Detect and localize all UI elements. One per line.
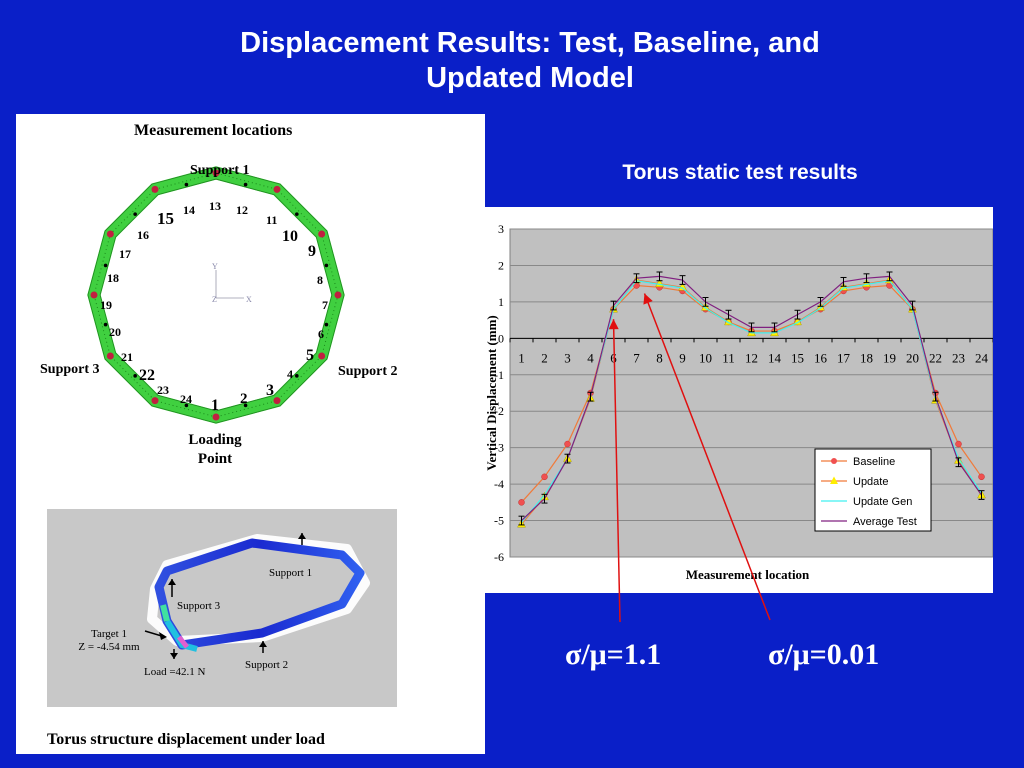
x-tick-label: 17 <box>837 350 851 365</box>
location-label-9: 9 <box>308 243 316 260</box>
location-label-4: 4 <box>287 367 293 381</box>
title-line-1: Displacement Results: Test, Baseline, an… <box>240 27 820 59</box>
chart-title: Torus static test results <box>622 161 858 184</box>
x-tick-label: 6 <box>610 350 617 365</box>
y-tick-label: -6 <box>494 550 504 564</box>
legend-label: Update Gen <box>853 496 912 508</box>
load-label: Load =42.1 N <box>144 666 206 678</box>
title-line-2: Updated Model <box>426 62 634 94</box>
x-tick-label: 3 <box>564 350 571 365</box>
y-tick-label: -3 <box>494 441 504 455</box>
support-2-label: Support 2 <box>338 364 398 379</box>
legend-marker <box>831 458 837 464</box>
x-tick-label: 20 <box>906 350 919 365</box>
location-label-17: 17 <box>119 247 131 261</box>
legend-label: Average Test <box>853 516 917 528</box>
location-label-13: 13 <box>209 199 221 213</box>
x-tick-label: 8 <box>656 350 663 365</box>
location-label-8: 8 <box>317 273 323 287</box>
legend-label: Update <box>853 476 888 488</box>
x-tick-label: 12 <box>745 350 758 365</box>
x-tick-label: 15 <box>791 350 804 365</box>
x-tick-label: 10 <box>699 350 712 365</box>
y-tick-label: -2 <box>494 404 504 418</box>
location-label-21: 21 <box>121 350 133 364</box>
baseline-point <box>564 440 571 448</box>
location-label-11: 11 <box>266 213 278 227</box>
loading-line-2: Point <box>197 451 233 467</box>
axis-z-label: Z <box>212 295 217 304</box>
location-label-12: 12 <box>236 203 248 217</box>
location-label-1: 1 <box>211 397 219 414</box>
location-label-10: 10 <box>282 228 298 245</box>
y-tick-label: -4 <box>494 477 504 491</box>
x-tick-label: 18 <box>860 350 873 365</box>
x-tick-label: 19 <box>883 350 896 365</box>
x-tick-label: 22 <box>929 350 942 365</box>
location-label-5: 5 <box>306 347 314 364</box>
y-tick-label: -5 <box>494 514 504 528</box>
loading-line-1: Loading <box>188 432 242 448</box>
axis-x-label: X <box>246 295 252 304</box>
axis-y-label: Y <box>212 262 218 271</box>
location-label-18: 18 <box>107 271 119 285</box>
y-axis-title: Vertical Displacement (mm) <box>485 315 499 470</box>
legend-marker <box>830 476 838 484</box>
slide-title: Displacement Results: Test, Baseline, an… <box>150 26 910 96</box>
torus-support-3: Support 3 <box>177 600 221 612</box>
x-tick-label: 1 <box>518 350 525 365</box>
loading-point-label: Loading Point <box>170 431 260 469</box>
torus-render: Support 1 Support 3 Support 2 Target 1 Z… <box>47 509 397 707</box>
measurement-figure-title: Measurement locations <box>134 122 293 139</box>
x-axis-title: Measurement location <box>686 567 810 582</box>
torus-support-2: Support 2 <box>245 659 289 671</box>
target-label: Target 1 Z = -4.54 mm <box>73 628 145 654</box>
location-label-14: 14 <box>183 203 195 217</box>
y-tick-label: 1 <box>498 295 504 309</box>
x-tick-label: 23 <box>952 350 965 365</box>
sigma-annotation-1: σ/μ=1.1 <box>565 638 662 671</box>
x-tick-label: 4 <box>587 350 594 365</box>
target-line-2: Z = -4.54 mm <box>78 641 140 653</box>
torus-ring-render <box>144 533 370 659</box>
location-label-6: 6 <box>318 327 324 341</box>
y-tick-label: 2 <box>498 258 504 272</box>
support-3-label: Support 3 <box>40 362 100 377</box>
location-label-24: 24 <box>180 392 192 406</box>
location-label-19: 19 <box>100 298 112 312</box>
x-tick-label: 11 <box>722 350 735 365</box>
torus-caption: Torus structure displacement under load <box>47 731 325 748</box>
x-tick-label: 14 <box>768 350 782 365</box>
y-tick-label: 3 <box>498 222 504 236</box>
y-tick-label: -1 <box>494 368 504 382</box>
sigma-annotation-2: σ/μ=0.01 <box>768 638 880 671</box>
location-label-2: 2 <box>240 391 248 407</box>
x-tick-label: 24 <box>975 350 989 365</box>
location-label-15: 15 <box>157 209 174 228</box>
y-tick-label: 0 <box>498 331 504 345</box>
location-label-3: 3 <box>266 382 274 399</box>
location-label-22: 22 <box>139 367 155 384</box>
location-label-20: 20 <box>109 325 121 339</box>
baseline-point <box>541 473 548 481</box>
legend-label: Baseline <box>853 456 895 468</box>
location-label-7: 7 <box>322 298 328 312</box>
update-point <box>678 282 687 291</box>
support-1-label: Support 1 <box>190 163 250 178</box>
x-tick-label: 16 <box>814 350 828 365</box>
chart-panel: 3 2 1 0 -1 -2 -3 -4 -5 -6 1 2 3 4 6 7 8 9 10 11 12 14 15 16 17 18… <box>484 207 994 593</box>
baseline-point <box>518 499 525 506</box>
torus-support-1: Support 1 <box>269 567 313 579</box>
location-label-23: 23 <box>157 383 169 397</box>
location-label-16: 16 <box>137 228 149 242</box>
x-tick-label: 9 <box>679 350 686 365</box>
baseline-point <box>955 440 962 448</box>
baseline-point <box>978 473 985 481</box>
x-tick-label: 2 <box>541 350 548 365</box>
target-line-1: Target 1 <box>91 628 127 640</box>
x-tick-label: 7 <box>633 350 640 365</box>
